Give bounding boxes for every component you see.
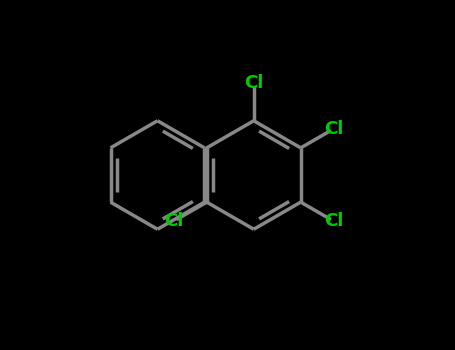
Text: Cl: Cl bbox=[324, 120, 343, 138]
Text: Cl: Cl bbox=[164, 212, 184, 230]
Text: Cl: Cl bbox=[244, 74, 263, 92]
Text: Cl: Cl bbox=[324, 212, 343, 230]
